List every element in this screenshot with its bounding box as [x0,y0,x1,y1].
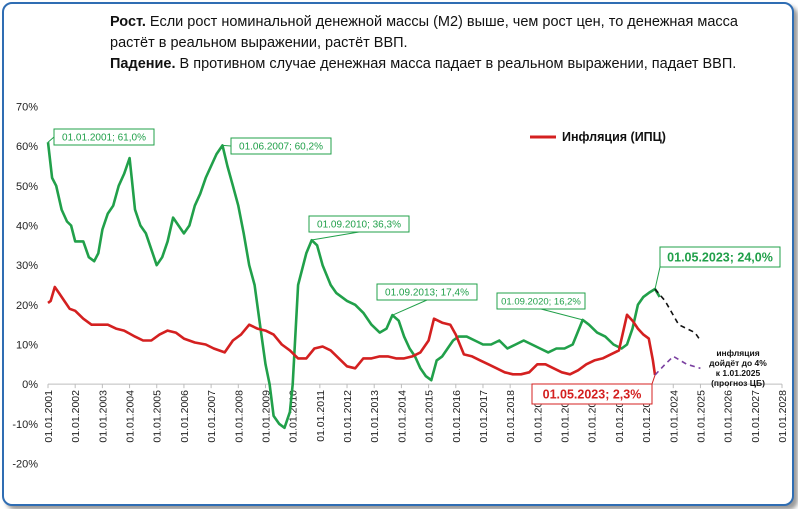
x-tick-label: 01.01.2015 [424,390,436,443]
annotation-box [53,128,155,146]
annotation-leader [222,144,232,147]
annotation-label: 01.05.2023; 24,0% [667,251,773,265]
x-tick-label: 01.01.2012 [342,390,354,443]
annotation-label: 01.09.2013; 17,4% [385,288,469,299]
growth-label: Рост. [110,14,146,30]
x-axis: 01.01.2001 01.01.2002 01.01.2003 01.01.2004… [43,383,789,443]
cpi-series-line [47,285,657,376]
y-tick-label: 70% [16,102,38,114]
y-tick-label: 50% [16,181,38,193]
annotation-box [308,215,410,233]
annotation-box [531,383,653,405]
annotation-label: 01.09.2020; 16,2% [501,296,581,307]
legend-label: Инфляция (ИПЦ) [562,130,666,144]
forecast-note-line: инфляция [716,348,759,358]
y-tick-label: 30% [16,260,38,272]
forecast_cpi-series-line [654,355,701,376]
x-tick-label: 01.01.2013 [369,390,381,443]
annotation-leader [651,374,656,385]
x-tick-label: 01.01.2002 [70,390,82,443]
x-tick-label: 01.01.2016 [451,390,463,443]
annotation-box [659,246,781,268]
fall-text: В противном случае денежная масса падает… [175,56,737,72]
y-tick-label: 10% [16,340,38,352]
x-tick-label: 01.01.2025 [695,390,707,443]
chart-heading: Рост. Если рост номинальной денежной мас… [110,12,750,75]
x-tick-label: 01.01.2017 [478,390,490,443]
legend: Инфляция (ИПЦ) [530,130,666,144]
annotation-label: 01.05.2023; 2,3% [543,388,642,402]
x-tick-label: 01.01.2009 [260,390,272,443]
fall-label: Падение. [110,56,176,72]
annotation-leader [47,136,55,143]
x-tick-label: 01.01.2008 [233,390,245,443]
forecast_m2-series-line [654,288,702,341]
x-tick-label: 01.01.2026 [723,390,735,443]
annotations: 01.01.2001; 61,0% 01.06.2007; 60,2% 01.09.… [47,128,781,405]
x-tick-label: 01.01.2005 [152,390,164,443]
x-tick-label: 01.01.2006 [179,390,191,443]
annotation-leader [392,299,428,316]
y-tick-label: -10% [12,419,38,431]
x-tick-label: 01.01.2011 [315,390,327,442]
annotation-box [376,283,478,301]
y-tick-label: 40% [16,221,38,233]
x-tick-label: 01.01.2003 [97,390,109,443]
x-tick-label: 01.01.2001 [43,390,55,443]
y-tick-label: 20% [16,300,38,312]
growth-text: Если рост номинальной денежной массы (М2… [110,14,738,51]
annotation-label: 01.06.2007; 60,2% [239,142,323,153]
forecast-note-line: дойдёт до 4% [709,358,767,368]
annotation-leader [310,231,360,241]
y-tick-label: 0% [22,379,38,391]
x-tick-label: 01.01.2018 [505,390,517,443]
x-tick-label: 01.01.2007 [206,390,218,443]
annotation-label: 01.09.2010; 36,3% [317,220,401,231]
annotation-leader [654,266,661,290]
annotation-leader [540,308,583,321]
annotation-box [496,292,586,310]
annotation-label: 01.01.2001; 61,0% [62,133,146,144]
forecast-note-line: (прогноз ЦБ) [711,378,765,388]
annotation-box [230,137,332,155]
forecast-note-line: к 1.01.2025 [716,368,761,378]
x-tick-label: 01.01.2027 [750,390,762,443]
x-tick-label: 01.01.2004 [125,390,137,443]
x-tick-label: 01.01.2014 [396,390,408,443]
y-axis: -20% -10% 0% 10% 20% 30% 40% 50% 60% 70% [12,102,38,471]
x-tick-label: 01.01.2028 [777,390,789,443]
y-tick-label: -20% [12,459,38,471]
x-tick-label: 01.01.2024 [668,390,680,443]
y-tick-label: 60% [16,141,38,153]
